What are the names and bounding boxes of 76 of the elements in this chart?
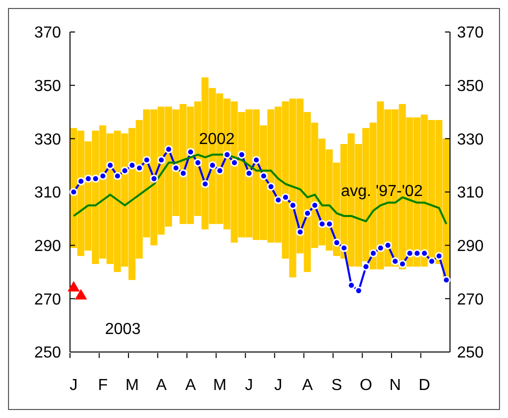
y2-tick-label: 370	[457, 24, 484, 42]
point	[266, 182, 276, 191]
point	[310, 201, 319, 210]
point	[384, 241, 392, 250]
point	[76, 177, 86, 186]
point	[164, 145, 173, 154]
point	[84, 174, 92, 183]
x-tick-label: D	[418, 377, 430, 394]
y-tick-label: 350	[34, 78, 62, 96]
y2-tick-label: 330	[457, 131, 484, 148]
x-tick-label: A	[156, 377, 168, 394]
point	[362, 262, 370, 271]
point	[260, 172, 268, 180]
point	[420, 249, 428, 258]
y-tick-label: 330	[34, 131, 62, 148]
point	[172, 164, 180, 172]
point	[70, 188, 78, 196]
y2-tick-label: 270	[457, 291, 484, 308]
x-tick-label: O	[360, 377, 372, 394]
point	[303, 209, 312, 218]
x-tick-label: M	[213, 377, 226, 394]
point	[120, 166, 129, 175]
point	[369, 249, 378, 258]
point	[318, 220, 326, 228]
point	[325, 220, 334, 228]
point	[230, 158, 238, 167]
point	[128, 161, 136, 170]
point	[288, 201, 297, 210]
y2-tick-label: 310	[457, 184, 484, 202]
point	[391, 257, 400, 266]
point	[179, 169, 188, 178]
point	[92, 174, 100, 183]
series-label: 2003	[105, 321, 141, 339]
x-tick-label: J	[245, 377, 254, 394]
point	[216, 166, 224, 175]
x-tick-label: F	[98, 377, 108, 394]
point	[223, 150, 232, 159]
point	[135, 164, 144, 172]
point	[106, 161, 114, 170]
x-tick-label: N	[389, 377, 401, 394]
point	[244, 169, 254, 178]
y-tick-label: 370	[34, 24, 62, 42]
point	[413, 249, 422, 258]
y-tick-label: 250	[34, 344, 62, 362]
y2-tick-label: 290	[457, 238, 484, 256]
point	[157, 156, 166, 164]
point	[406, 249, 414, 258]
point	[142, 156, 151, 164]
point	[186, 148, 195, 156]
point	[274, 196, 282, 204]
y-tick-label: 270	[34, 291, 62, 308]
x-tick-label: A	[185, 377, 196, 394]
y2-tick-label: 250	[457, 344, 484, 362]
y-tick-label: 290	[34, 238, 62, 256]
point	[150, 174, 158, 183]
point	[208, 161, 217, 170]
point	[282, 193, 290, 202]
x-tick-label: J	[274, 377, 282, 394]
point	[113, 172, 122, 180]
point	[398, 260, 407, 268]
x-tick-label: M	[125, 377, 139, 394]
y2-tick-label: 350	[457, 78, 484, 96]
point	[201, 180, 210, 188]
point	[296, 228, 304, 236]
point	[376, 244, 385, 252]
point	[252, 156, 260, 164]
y-tick-label: 310	[34, 184, 62, 202]
point	[194, 158, 202, 167]
point	[434, 252, 444, 260]
point	[332, 238, 341, 247]
point	[340, 244, 348, 252]
x-tick-label: A	[302, 377, 314, 394]
x-tick-label: J	[70, 377, 78, 394]
x-tick-label: S	[331, 377, 342, 394]
point	[238, 150, 246, 159]
point	[98, 172, 107, 180]
